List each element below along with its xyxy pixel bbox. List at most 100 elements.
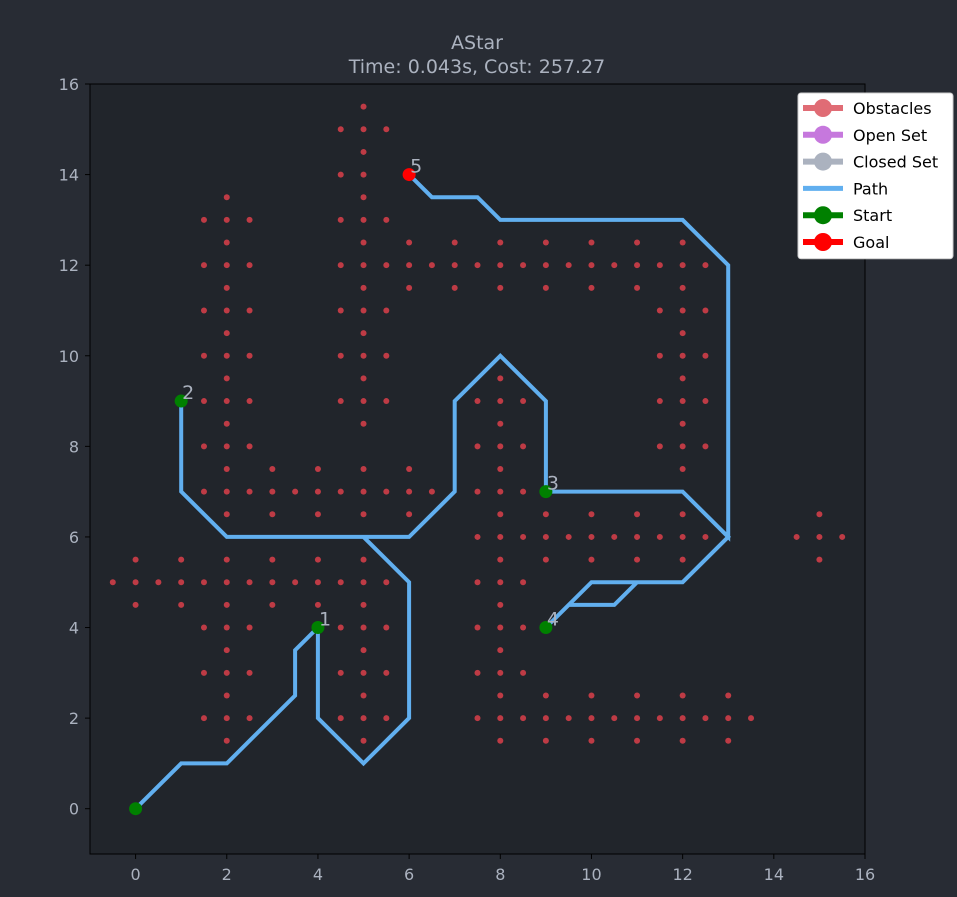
- obstacle-point: [474, 579, 481, 586]
- obstacle-point: [223, 737, 230, 744]
- obstacle-point: [383, 624, 390, 631]
- obstacle-point: [200, 488, 207, 495]
- obstacle-point: [223, 488, 230, 495]
- obstacle-point: [383, 398, 390, 405]
- legend-swatch-marker: [814, 233, 832, 251]
- obstacle-point: [314, 511, 321, 518]
- obstacle-point: [269, 511, 276, 518]
- start-marker: [129, 802, 143, 816]
- obstacle-point: [200, 398, 207, 405]
- obstacle-point: [474, 715, 481, 722]
- y-tick-label: 2: [69, 709, 79, 728]
- obstacle-point: [542, 692, 549, 699]
- obstacle-point: [337, 624, 344, 631]
- obstacle-point: [337, 126, 344, 133]
- obstacle-point: [542, 239, 549, 246]
- obstacle-point: [679, 398, 686, 405]
- y-tick-label: 14: [59, 166, 79, 185]
- obstacle-point: [634, 239, 641, 246]
- x-tick-label: 4: [313, 865, 323, 884]
- obstacle-point: [656, 443, 663, 450]
- obstacle-point: [497, 488, 504, 495]
- obstacle-point: [360, 352, 367, 359]
- obstacle-point: [360, 737, 367, 744]
- obstacle-point: [497, 647, 504, 654]
- legend-label: Goal: [853, 233, 889, 252]
- obstacle-point: [360, 148, 367, 155]
- obstacle-point: [178, 601, 185, 608]
- obstacle-point: [542, 533, 549, 540]
- obstacle-point: [383, 126, 390, 133]
- obstacle-point: [132, 601, 139, 608]
- obstacle-point: [269, 601, 276, 608]
- obstacle-point: [246, 398, 253, 405]
- obstacle-point: [679, 737, 686, 744]
- obstacle-point: [223, 398, 230, 405]
- obstacle-point: [200, 624, 207, 631]
- waypoint-label: 2: [182, 382, 194, 404]
- obstacle-point: [474, 262, 481, 269]
- obstacle-point: [679, 239, 686, 246]
- obstacle-point: [246, 443, 253, 450]
- obstacle-point: [314, 556, 321, 563]
- y-tick-label: 10: [59, 347, 79, 366]
- chart-title: AStar: [451, 32, 503, 54]
- obstacle-point: [542, 511, 549, 518]
- obstacle-point: [337, 488, 344, 495]
- obstacle-point: [223, 669, 230, 676]
- obstacle-point: [474, 488, 481, 495]
- obstacle-point: [474, 669, 481, 676]
- y-tick-label: 6: [69, 528, 79, 547]
- obstacle-point: [360, 194, 367, 201]
- chart-subtitle: Time: 0.043s, Cost: 257.27: [348, 56, 605, 78]
- obstacle-point: [679, 715, 686, 722]
- obstacle-point: [520, 443, 527, 450]
- obstacle-point: [588, 284, 595, 291]
- obstacle-point: [360, 216, 367, 223]
- obstacle-point: [223, 466, 230, 472]
- obstacle-point: [588, 511, 595, 518]
- obstacle-point: [497, 624, 504, 631]
- obstacle-point: [383, 579, 390, 586]
- obstacle-point: [793, 533, 800, 540]
- obstacle-point: [656, 352, 663, 359]
- obstacle-point: [406, 262, 413, 269]
- obstacle-point: [132, 579, 139, 586]
- obstacle-point: [611, 533, 618, 540]
- obstacle-point: [360, 126, 367, 133]
- obstacle-point: [406, 511, 413, 518]
- start-marker: [539, 621, 553, 635]
- obstacle-point: [656, 398, 663, 405]
- obstacle-point: [178, 579, 185, 586]
- obstacle-point: [383, 307, 390, 314]
- obstacle-point: [223, 420, 230, 427]
- obstacle-point: [360, 647, 367, 654]
- obstacle-point: [337, 262, 344, 269]
- obstacle-point: [656, 715, 663, 722]
- obstacle-point: [360, 624, 367, 631]
- obstacle-point: [542, 715, 549, 722]
- obstacle-point: [474, 398, 481, 405]
- obstacle-point: [725, 737, 732, 744]
- obstacle-point: [451, 284, 458, 291]
- obstacle-point: [223, 194, 230, 201]
- obstacle-point: [428, 488, 435, 495]
- obstacle-point: [679, 443, 686, 450]
- obstacle-point: [269, 579, 276, 586]
- obstacle-point: [109, 579, 116, 586]
- obstacle-point: [497, 420, 504, 427]
- obstacle-point: [497, 466, 504, 472]
- obstacle-point: [679, 420, 686, 427]
- obstacle-point: [246, 624, 253, 631]
- obstacle-point: [656, 262, 663, 269]
- plot-frame: [89, 83, 866, 855]
- obstacle-point: [520, 262, 527, 269]
- obstacle-point: [542, 737, 549, 744]
- obstacle-point: [200, 715, 207, 722]
- obstacle-point: [223, 601, 230, 608]
- obstacle-point: [702, 262, 709, 269]
- legend-label: Obstacles: [853, 99, 932, 118]
- obstacle-point: [360, 488, 367, 495]
- obstacle-point: [223, 239, 230, 246]
